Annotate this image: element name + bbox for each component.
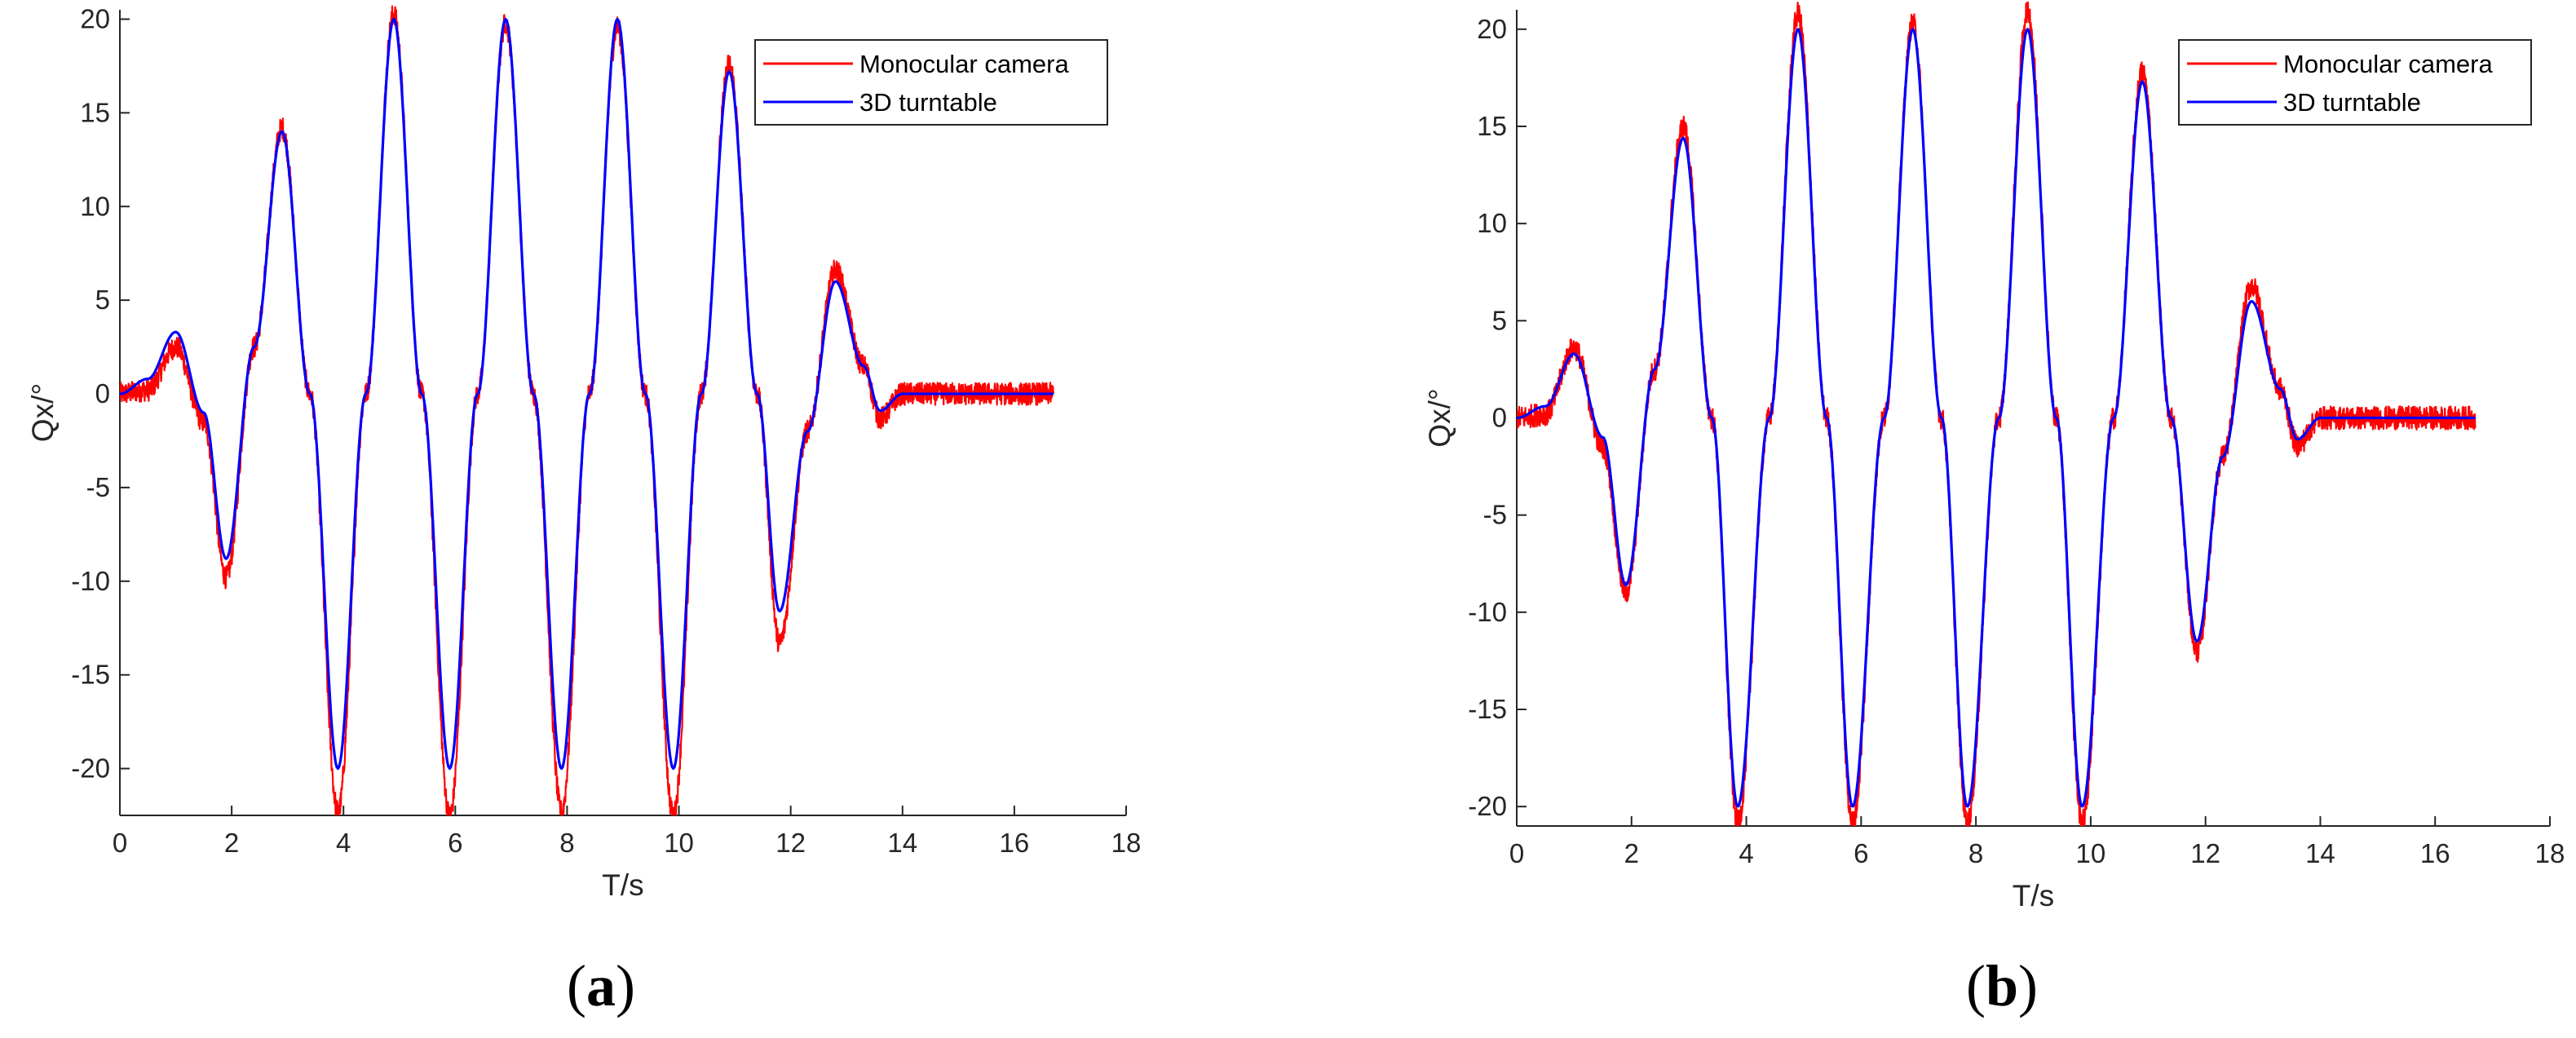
x-axis-label: T/s (602, 868, 643, 902)
y-tick-label: -5 (86, 472, 110, 502)
x-tick-label: 4 (336, 828, 351, 858)
legend-box (2178, 39, 2532, 126)
panel-b-caption: (b) (1966, 953, 2038, 1018)
y-tick-label: 15 (1477, 111, 1507, 141)
legend: Monocular camera 3D turntable (754, 39, 1108, 126)
y-tick-label: 10 (80, 191, 110, 221)
x-tick-label: 6 (1854, 838, 1868, 868)
y-tick-label: 10 (1477, 208, 1507, 238)
x-tick-label: 0 (1509, 838, 1524, 868)
y-tick-label: -20 (1468, 791, 1507, 821)
y-tick-label: 5 (1492, 305, 1507, 335)
x-tick-label: 10 (2076, 838, 2106, 868)
x-tick-label: 18 (1111, 828, 1142, 858)
x-tick-label: 10 (664, 828, 694, 858)
x-tick-label: 8 (559, 828, 574, 858)
legend-entry-label: 3D turntable (859, 88, 997, 117)
x-tick-label: 6 (448, 828, 462, 858)
y-axis-label: Qx/° (1423, 388, 1456, 447)
x-tick-label: 16 (2420, 838, 2450, 868)
x-tick-label: 2 (1624, 838, 1639, 868)
y-tick-label: -5 (1483, 500, 1507, 530)
series-line-3d-turntable (1517, 28, 2476, 808)
y-tick-label: 20 (80, 3, 110, 33)
panel-a-caption: (a) (567, 953, 635, 1018)
y-tick-label: -15 (71, 660, 110, 690)
y-tick-label: 15 (80, 97, 110, 127)
y-tick-label: -10 (1468, 597, 1507, 627)
x-tick-label: 8 (1968, 838, 1983, 868)
y-tick-label: 5 (95, 285, 110, 315)
legend-box (754, 39, 1108, 126)
legend-entry-label: Monocular camera (2283, 50, 2493, 78)
series-line-3d-turntable (120, 17, 1054, 771)
y-axis-label: Qx/° (26, 383, 60, 442)
x-tick-label: 12 (775, 828, 806, 858)
y-tick-label: -10 (71, 566, 110, 596)
y-tick-label: -20 (71, 753, 110, 784)
x-tick-label: 14 (887, 828, 917, 858)
panel-b-chart: 0 2 4 6 8 10 12 14 16 18 -20 -15 -10 -5 0 5 10 15 20 T/s Qx/… (1423, 2, 2565, 912)
x-tick-label: 18 (2535, 838, 2565, 868)
y-tick-label: 20 (1477, 14, 1507, 44)
y-tick-label: 0 (1492, 403, 1507, 433)
panel-a-chart: 0 2 4 6 8 10 12 14 16 18 -20 -15 -10 -5 0 5 10 15 20 T/s Qx/… (26, 3, 1141, 902)
panel-a-caption-letter: a (586, 953, 616, 1018)
y-tick-label: -15 (1468, 694, 1507, 724)
x-tick-label: 0 (113, 828, 127, 858)
y-tick-label: 0 (95, 378, 110, 409)
x-axis-label: T/s (2013, 879, 2054, 912)
legend-entry-label: Monocular camera (859, 50, 1069, 78)
x-tick-label: 2 (224, 828, 239, 858)
x-tick-label: 4 (1739, 838, 1753, 868)
x-tick-label: 14 (2305, 838, 2335, 868)
x-tick-label: 16 (1000, 828, 1030, 858)
panel-b-caption-letter: b (1986, 953, 2018, 1018)
legend: Monocular camera 3D turntable (2178, 39, 2532, 126)
legend-entry-label: 3D turntable (2283, 88, 2421, 117)
x-tick-label: 12 (2190, 838, 2220, 868)
